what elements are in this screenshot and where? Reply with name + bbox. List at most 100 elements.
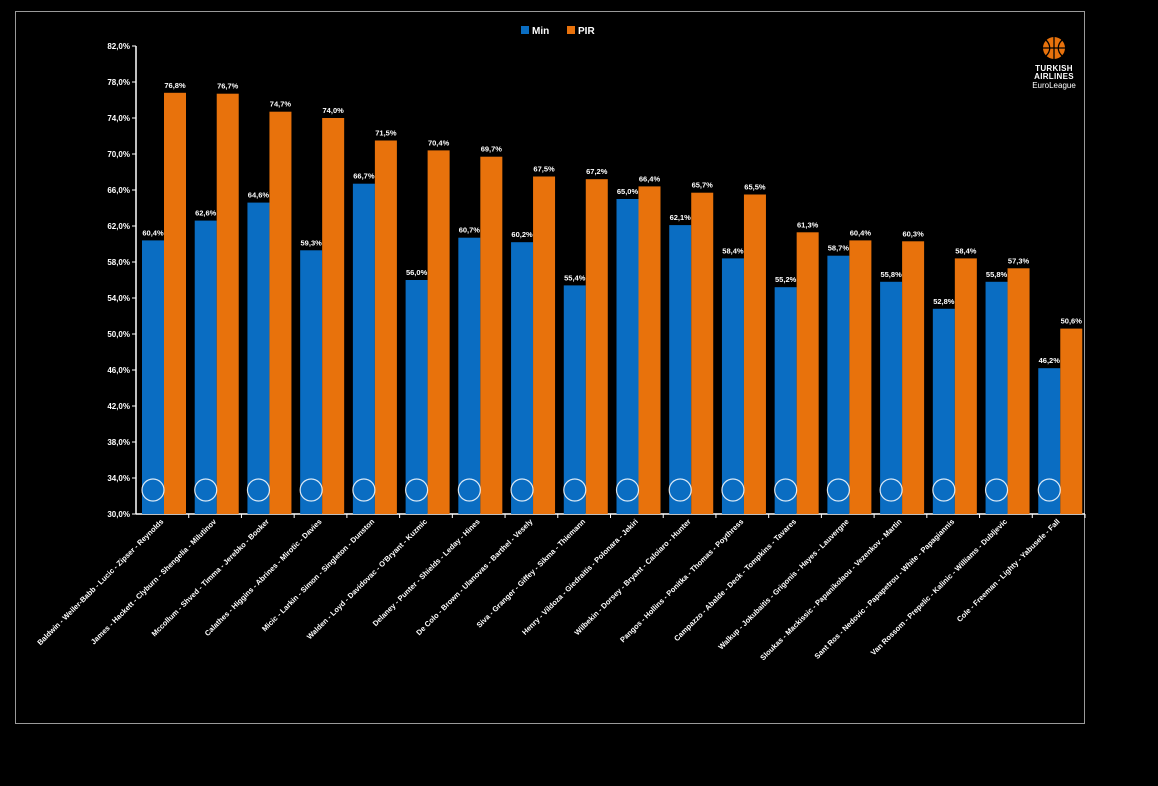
asvel-logo-icon — [1037, 478, 1061, 502]
bar-min — [300, 250, 323, 515]
category-label: Campazzo - Abalde - Deck - Tompkins - Ta… — [672, 517, 798, 643]
bar-min — [932, 308, 955, 514]
category-label: Calathes - Higgins - Abrines - Mirotic -… — [203, 517, 324, 638]
bayern-logo-icon — [141, 478, 165, 502]
y-tick-label: 30,0% — [107, 510, 130, 519]
chart-frame: TURKISH AIRLINES EuroLeague — [15, 11, 1085, 724]
brand-line-1: TURKISH — [1035, 64, 1073, 73]
data-label-min: 58,7% — [828, 244, 850, 253]
data-label-pir: 71,5% — [375, 129, 397, 138]
y-tick-label: 54,0% — [107, 294, 130, 303]
bar-pir — [796, 232, 819, 515]
data-label-min: 65,0% — [617, 187, 639, 196]
data-label-pir: 74,0% — [323, 106, 345, 115]
data-label-min: 55,4% — [564, 273, 586, 282]
valencia-logo-icon — [984, 478, 1009, 502]
olympiacos-logo-icon — [879, 478, 903, 502]
category-label: De Colo - Brown - Ulanovas - Barthel - V… — [414, 516, 535, 637]
data-label-min: 60,2% — [511, 230, 533, 239]
bar-min — [616, 199, 639, 514]
data-label-pir: 69,7% — [481, 145, 503, 154]
bar-min — [721, 258, 744, 514]
data-label-pir: 60,3% — [902, 229, 924, 238]
y-tick-label: 38,0% — [107, 438, 130, 447]
bar-pir — [585, 179, 608, 514]
bar-min — [1038, 368, 1061, 514]
brand-line-3: EuroLeague — [1032, 81, 1076, 90]
category-label: Cole - Freeman - Lighty - Yabusele - Fal… — [955, 517, 1062, 624]
data-label-pir: 50,6% — [1061, 317, 1083, 326]
fenerbahce-logo-icon — [510, 478, 534, 502]
baskonia-logo-icon — [615, 478, 640, 502]
efes-logo-icon — [352, 478, 376, 502]
data-label-min: 55,8% — [880, 270, 902, 279]
y-tick-label: 46,0% — [107, 366, 130, 375]
y-tick-label: 70,0% — [107, 150, 130, 159]
zalgiris-logo-icon — [826, 478, 850, 502]
bar-pir — [164, 92, 186, 515]
bar-pir — [1060, 328, 1083, 514]
bar-pir — [691, 192, 714, 514]
y-tick-label: 78,0% — [107, 78, 130, 87]
bar-min — [774, 287, 797, 514]
data-label-min: 58,4% — [722, 246, 744, 255]
category-label: Delaney - Punter - Shields - Leday - Hin… — [371, 517, 482, 628]
bar-pir — [638, 186, 661, 514]
category-label: Pangos - Hollins - Ponitka - Thomas - Po… — [618, 517, 745, 644]
y-tick-label: 50,0% — [107, 330, 130, 339]
khimki-logo-icon — [246, 478, 271, 502]
bar-min — [142, 240, 164, 514]
data-label-min: 52,8% — [933, 297, 955, 306]
data-label-pir: 60,4% — [850, 228, 872, 237]
bar-pir — [849, 240, 872, 514]
bar-min — [194, 220, 217, 514]
data-label-pir: 76,7% — [217, 82, 239, 91]
bar-min — [827, 255, 850, 514]
bar-pir — [954, 258, 977, 514]
bar-pir — [533, 176, 556, 514]
y-tick-label: 62,0% — [107, 222, 130, 231]
bar-pir — [374, 140, 397, 514]
basketball-icon — [1043, 37, 1065, 59]
data-label-min: 55,2% — [775, 275, 797, 284]
y-tick-label: 42,0% — [107, 402, 130, 411]
data-label-min: 62,6% — [195, 209, 217, 218]
legend-swatch-pir — [567, 26, 575, 34]
crvena-zvezda-logo-icon — [405, 478, 429, 502]
bar-min — [511, 242, 534, 514]
data-label-pir: 57,3% — [1008, 256, 1030, 265]
data-label-min: 64,6% — [248, 191, 270, 200]
y-tick-label: 34,0% — [107, 474, 130, 483]
data-label-pir: 76,8% — [164, 81, 186, 90]
category-label: Siva - Granger - Giffey - Sikma - Thiema… — [475, 517, 588, 630]
data-label-min: 56,0% — [406, 268, 428, 277]
bar-min — [880, 281, 903, 514]
y-tick-label: 66,0% — [107, 186, 130, 195]
category-label: Wilbekin - Dorsey - Bryant - Caloiaro - … — [573, 517, 693, 637]
data-label-pir: 70,4% — [428, 138, 450, 147]
category-label: Walden - Loyd - Davidovac - O'Bryant - K… — [305, 517, 429, 641]
data-label-min: 46,2% — [1039, 356, 1061, 365]
data-label-pir: 65,7% — [692, 181, 714, 190]
bar-min — [405, 280, 428, 514]
legend-label-min: Min — [532, 26, 549, 37]
bar-pir — [902, 241, 925, 515]
data-label-min: 60,7% — [459, 226, 481, 235]
bar-min — [458, 237, 481, 514]
zenit-logo-icon — [721, 478, 745, 502]
alba-logo-icon — [563, 478, 587, 502]
legend-label-pir: PIR — [578, 26, 595, 37]
cska-logo-icon — [194, 478, 218, 502]
panathinaikos-logo-icon — [932, 478, 956, 502]
olimpia-milano-logo-icon — [457, 478, 481, 502]
bar-min — [563, 285, 586, 514]
barca-logo-icon — [299, 478, 323, 502]
bar-min — [985, 281, 1008, 514]
y-tick-label: 58,0% — [107, 258, 130, 267]
data-label-min: 66,7% — [353, 172, 375, 181]
bar-pir — [480, 156, 503, 514]
bar-min — [669, 225, 692, 514]
data-label-pir: 74,7% — [270, 100, 292, 109]
bar-pir — [427, 150, 450, 514]
